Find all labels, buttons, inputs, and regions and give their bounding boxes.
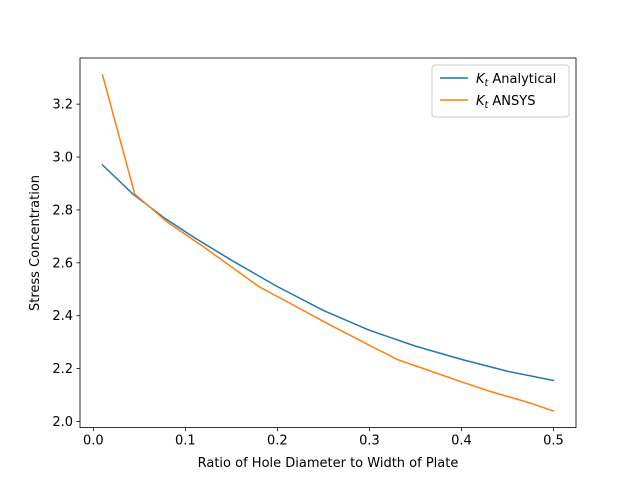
x-tick-label: 0.2 [267,434,288,449]
x-tick-label: 0.5 [543,434,564,449]
y-tick-label: 3.2 [52,98,73,113]
y-tick-label: 3.0 [52,151,73,166]
legend-label-1: Kt ANSYS [476,94,535,111]
y-tick-label: 2.0 [52,415,73,430]
series-line-0 [101,163,555,382]
x-tick-label: 0.1 [175,434,196,449]
y-tick-label: 2.6 [52,256,73,271]
y-axis-label: Stress Concentration [28,175,43,311]
series-line-1 [101,74,555,412]
y-axis-ticks: 2.0 2.2 2.4 2.6 2.8 3.0 3.2 [52,98,80,430]
x-tick-label: 0.4 [451,434,472,449]
legend: Kt Analytical Kt ANSYS [431,64,570,118]
x-tick-label: 0.3 [359,434,380,449]
x-tick-label: 0.0 [83,434,104,449]
y-tick-label: 2.8 [52,203,73,218]
plot-lines [101,74,555,412]
x-axis-ticks: 0.0 0.1 0.2 0.3 0.4 0.5 [83,427,564,449]
y-tick-label: 2.2 [52,362,73,377]
axes-frame [79,57,577,429]
x-axis-label: Ratio of Hole Diameter to Width of Plate [198,456,459,471]
legend-label-0: Kt Analytical [476,72,556,89]
y-tick-label: 2.4 [52,309,73,324]
